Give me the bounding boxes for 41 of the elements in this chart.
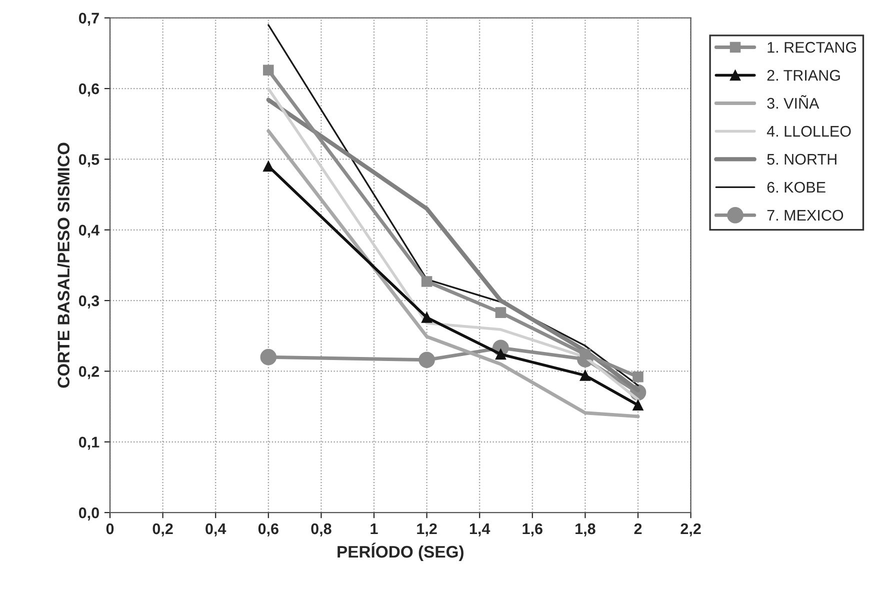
- point: [580, 370, 591, 381]
- point: [632, 371, 644, 382]
- point: [632, 400, 644, 411]
- y-tick-label: 0,3: [78, 295, 100, 308]
- x-tick-label: 2: [634, 523, 642, 534]
- point: [421, 276, 432, 287]
- legend-label: 2. TRIANG: [767, 70, 840, 81]
- y-tick-label: 0,4: [78, 224, 100, 238]
- x-tick-label: 1,4: [470, 524, 490, 536]
- legend-label: 3. VIÑA: [767, 95, 820, 109]
- point: [495, 348, 506, 360]
- y-tick-label: 0,0: [78, 507, 99, 520]
- y-tick-label: 0,7: [78, 12, 99, 26]
- y-tick-label: 0,2: [78, 366, 99, 380]
- legend-label: 4. LLOLLEO: [766, 126, 851, 137]
- x-tick-label: 0,2: [152, 523, 173, 536]
- x-tick-label: 0,6: [258, 523, 278, 536]
- x-tick-label: 1: [370, 524, 378, 534]
- point: [260, 348, 277, 366]
- point: [495, 307, 506, 318]
- y-tick-label: 0,1: [78, 436, 100, 450]
- point: [418, 352, 435, 368]
- y-tick-label: 0,5: [78, 154, 100, 168]
- x-tick-label: 2,2: [680, 523, 701, 536]
- point: [580, 348, 591, 360]
- x-tick-label: 1,8: [576, 523, 596, 536]
- x-tick-label: 0,4: [206, 523, 226, 536]
- point: [263, 64, 274, 76]
- y-tick-label: 0,6: [78, 83, 100, 96]
- x-tick-label: 0: [106, 523, 114, 534]
- x-axis-title: PERÍODO (SEG): [338, 542, 464, 562]
- legend-label: 6. KOBE: [767, 182, 826, 193]
- y-axis-title: CORTE BASAL/PESO SISMICO: [57, 142, 70, 388]
- legend-label: 1. RECTANG: [768, 42, 856, 53]
- x-tick-label: 1,6: [522, 523, 542, 536]
- legend-label: 7. MEXICO: [767, 210, 844, 221]
- point: [421, 312, 432, 323]
- x-tick-label: 1,2: [417, 523, 437, 536]
- legend-label: 5. NORTH: [767, 154, 836, 165]
- x-tick-label: 0,8: [311, 523, 332, 536]
- point: [263, 160, 274, 172]
